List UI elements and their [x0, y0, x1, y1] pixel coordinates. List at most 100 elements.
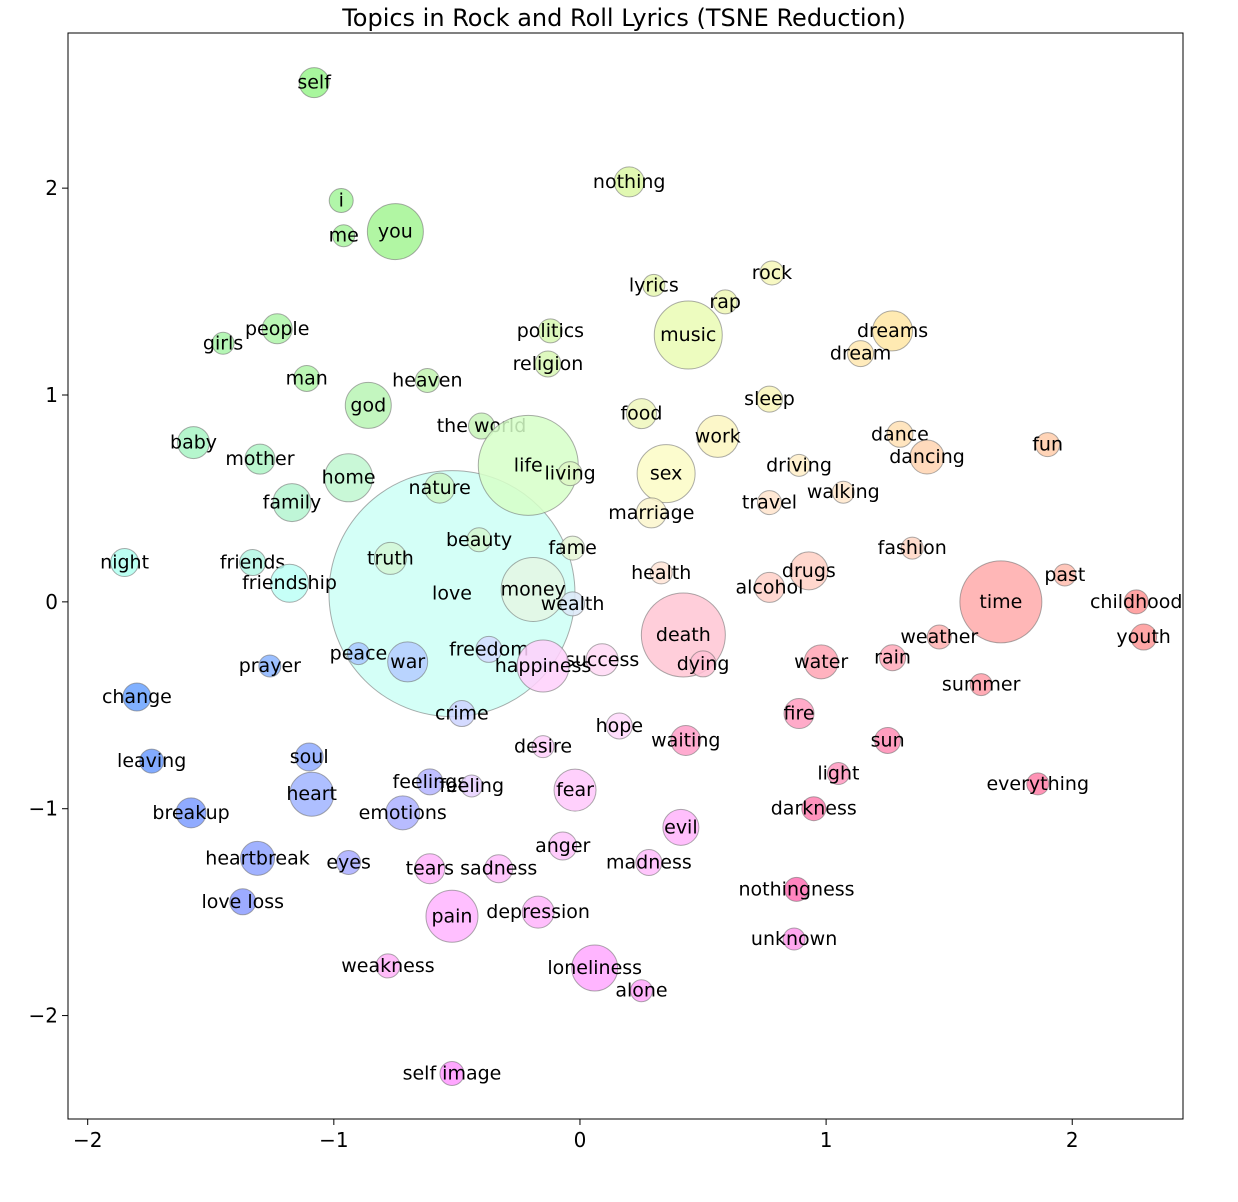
bubble-point: mother: [225, 443, 295, 475]
bubble-label: light: [817, 763, 859, 785]
bubble-point: childhood: [1090, 589, 1182, 615]
bubble-marker: [636, 444, 696, 504]
bubble-marker: [886, 420, 914, 448]
bubble-label: i: [339, 190, 344, 212]
bubble-point: feelings: [393, 768, 467, 796]
bubble-point: dreams: [857, 310, 928, 352]
x-tick-label: −2: [73, 1128, 102, 1152]
bubble-marker: [385, 795, 421, 831]
bubble-marker: [653, 300, 723, 370]
bubble-label: sleep: [744, 388, 795, 410]
bubble-marker: [900, 536, 924, 560]
bubble-label: self image: [403, 1062, 502, 1084]
bubble-label: past: [1044, 564, 1085, 586]
bubble-marker: [560, 591, 586, 617]
bubble-label: success: [565, 649, 639, 671]
bubble-label: sex: [650, 463, 683, 485]
bubble-marker: [484, 854, 514, 884]
bubble-point: leaving: [117, 748, 186, 774]
bubble-label: weather: [900, 626, 978, 648]
bubble-point: people: [245, 313, 309, 345]
bubble-label: music: [660, 324, 716, 346]
bubble-marker: [211, 331, 235, 355]
x-axis: −2 −1 0 1 2: [73, 1119, 1079, 1152]
bubble-point: fashion: [878, 536, 947, 560]
bubble-point: drugs: [782, 551, 836, 591]
bubble-point: weakness: [341, 953, 435, 979]
bubble-marker: [294, 742, 324, 772]
bubble-label: death: [656, 624, 711, 646]
bubble-label: unknown: [751, 928, 837, 950]
bubble-marker: [826, 762, 850, 786]
bubble-label: family: [263, 492, 322, 514]
x-tick-label: 0: [574, 1128, 587, 1152]
bubble-label: god: [350, 394, 386, 416]
x-tick-label: 1: [820, 1128, 833, 1152]
bubble-marker: [293, 364, 321, 392]
bubble-point: sleep: [744, 385, 795, 413]
bubble-marker: [787, 453, 811, 477]
bubble-label: self: [297, 72, 332, 94]
bubble-point: alcohol: [736, 571, 803, 603]
bubble-marker: [553, 768, 597, 812]
bubble-point: madness: [606, 848, 692, 876]
bubble-label: loneliness: [547, 957, 642, 979]
bubble-marker: [783, 698, 815, 730]
bubble-label: lyrics: [629, 274, 679, 296]
bubble-marker: [557, 461, 583, 487]
bubble-label: darkness: [771, 798, 857, 820]
bubble-marker: [475, 635, 503, 663]
bubble-marker: [1130, 623, 1158, 651]
bubble-point: home: [322, 453, 376, 503]
bubble-marker: [270, 563, 310, 603]
bubble-label: emotions: [359, 802, 447, 824]
bubble-marker: [879, 644, 907, 672]
bubble-label: love: [432, 583, 472, 605]
bubble-marker: [139, 748, 165, 774]
bubble-marker: [926, 624, 952, 650]
bubble-label: friends: [220, 552, 285, 574]
bubble-point: tears: [406, 853, 454, 885]
bubble-marker: [373, 541, 407, 575]
bubble-marker: [625, 398, 657, 430]
bubble-point: sun: [871, 726, 905, 754]
bubble-point: eyes: [326, 849, 371, 875]
bubble-point: freedom: [449, 635, 529, 663]
bubble-marker: [366, 203, 424, 261]
bubble-marker: [110, 548, 140, 578]
bubble-marker: [872, 310, 914, 352]
bubble-label: driving: [766, 454, 832, 476]
bubble-point: me: [329, 224, 359, 248]
bubble-marker: [585, 643, 619, 677]
bubble-marker: [662, 808, 700, 846]
bubble-marker: [239, 549, 267, 577]
bubble-label: madness: [606, 851, 692, 873]
bubble-marker: [712, 289, 738, 315]
chart-title: Topics in Rock and Roll Lyrics (TSNE Red…: [341, 4, 906, 32]
bubble-label: time: [979, 591, 1022, 613]
bubble-point: sadness: [460, 854, 537, 884]
bubble-label: beauty: [446, 529, 512, 551]
bubble-point: love loss: [201, 888, 284, 916]
bubble-marker: [175, 797, 207, 829]
bubble-point: night: [100, 548, 149, 578]
bubble-point: sex: [636, 444, 696, 504]
bubble-point: work: [695, 414, 741, 458]
bubble-label: feeling: [439, 775, 504, 797]
bubble-marker: [387, 641, 429, 683]
bubble-marker: [414, 368, 440, 394]
bubble-point: driving: [766, 453, 832, 477]
bubble-label: alone: [615, 980, 667, 1002]
bubble-label: dance: [871, 423, 929, 445]
bubble-marker: [629, 979, 653, 1003]
bubble-point: health: [631, 561, 691, 585]
bubble-point: evil: [662, 808, 700, 846]
bubble-point: alone: [615, 979, 668, 1003]
bubble-marker: [1123, 589, 1149, 615]
bubble-point: you: [366, 203, 424, 261]
bubble-point: peace: [330, 642, 387, 666]
bubble-label: rain: [874, 647, 911, 669]
bubble-point: rain: [874, 644, 911, 672]
bubble-point: baby: [170, 426, 217, 460]
